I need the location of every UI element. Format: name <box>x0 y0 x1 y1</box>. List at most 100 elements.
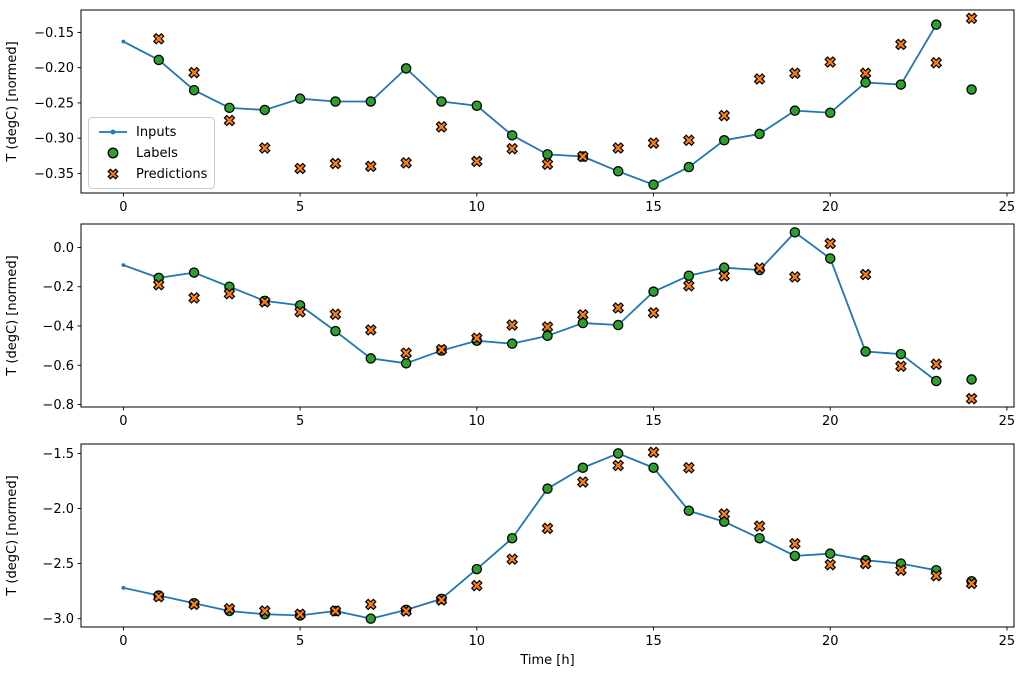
subplot-2: 0.0 −0.2 −0.4 −0.6 −0.8 0 5 10 15 20 25 T (degC) [n… <box>5 223 1016 429</box>
prediction-marker <box>541 321 554 333</box>
x-tick-label: 5 <box>296 634 304 649</box>
prediction-marker <box>682 279 695 292</box>
label-marker <box>931 19 942 30</box>
y-tick-label: −0.25 <box>34 96 74 111</box>
legend-label-predictions: Predictions <box>136 166 208 182</box>
labels-circle-icon <box>96 146 130 160</box>
label-marker <box>224 102 235 114</box>
label-marker <box>824 253 836 264</box>
x-tick-label: 15 <box>645 634 662 649</box>
prediction-marker <box>612 142 625 154</box>
prediction-marker <box>647 137 660 149</box>
predictions-x-icon <box>96 167 130 181</box>
prediction-marker <box>789 67 801 80</box>
x-tick-label: 0 <box>119 414 127 429</box>
prediction-marker <box>152 32 165 45</box>
prediction-marker <box>647 306 660 319</box>
prediction-marker <box>859 67 872 80</box>
label-marker <box>365 353 377 364</box>
legend-item-labels: Labels <box>96 144 206 162</box>
y-axis-label: T (degC) [normed] <box>5 41 20 162</box>
label-marker <box>612 166 624 177</box>
legend-item-predictions: Predictions <box>96 165 208 183</box>
prediction-marker <box>930 358 943 371</box>
y-tick-label: −2.0 <box>42 502 74 517</box>
label-marker <box>542 483 553 494</box>
y-axis-label: T (degC) [normed] <box>5 255 20 376</box>
prediction-marker <box>223 114 236 127</box>
prediction-marker <box>364 598 377 611</box>
subplot-3: −1.5 −2.0 −2.5 −3.0 0 5 10 15 20 25 T (degC) [norm… <box>5 443 1016 668</box>
prediction-marker <box>753 520 766 533</box>
prediction-marker <box>718 508 731 520</box>
prediction-marker <box>753 262 766 274</box>
prediction-marker <box>647 446 660 459</box>
prediction-marker <box>576 308 589 321</box>
label-marker <box>612 319 624 331</box>
label-marker <box>542 149 553 160</box>
legend: Inputs Labels Predictions <box>88 117 215 189</box>
label-marker <box>577 462 589 473</box>
label-marker <box>577 317 589 329</box>
prediction-marker <box>965 392 978 405</box>
label-marker <box>365 613 377 624</box>
label-marker <box>824 548 836 559</box>
x-tick-label: 25 <box>999 634 1016 649</box>
label-marker <box>718 262 730 273</box>
x-tick-label: 5 <box>296 414 304 429</box>
prediction-marker <box>789 271 801 283</box>
prediction-marker <box>930 56 943 69</box>
inputs-line <box>123 452 937 620</box>
prediction-marker <box>576 476 589 488</box>
y-tick-label: −0.30 <box>34 132 74 147</box>
label-marker <box>365 96 377 107</box>
prediction-marker <box>506 553 519 566</box>
x-tick-label: 20 <box>822 200 839 215</box>
inputs-line <box>122 24 938 186</box>
y-tick-label: −0.15 <box>34 26 74 41</box>
y-tick-label: −3.0 <box>42 612 74 627</box>
prediction-marker <box>223 287 236 300</box>
axes-frame <box>80 443 1015 628</box>
inputs-point <box>121 585 126 590</box>
x-tick-label: 25 <box>999 414 1016 429</box>
label-marker <box>718 135 730 146</box>
label-marker <box>895 348 907 360</box>
prediction-marker <box>506 142 519 155</box>
prediction-marker <box>435 343 448 356</box>
legend-item-inputs: Inputs <box>96 123 206 141</box>
x-tick-label: 5 <box>296 200 304 215</box>
inputs-point <box>121 39 126 44</box>
y-tick-label: −0.20 <box>34 61 74 76</box>
label-marker <box>789 105 801 116</box>
prediction-marker <box>400 347 413 359</box>
prediction-marker <box>824 558 837 571</box>
prediction-marker <box>965 12 978 25</box>
prediction-marker <box>400 605 413 617</box>
y-tick-label: −0.2 <box>42 280 74 295</box>
prediction-marker <box>753 73 766 85</box>
prediction-marker <box>682 134 695 147</box>
prediction-marker <box>329 605 342 617</box>
label-marker <box>789 550 801 562</box>
prediction-marker <box>859 557 872 570</box>
label-marker <box>683 270 695 281</box>
axes-frame <box>80 223 1015 408</box>
label-marker <box>330 96 341 107</box>
label-marker <box>824 107 836 119</box>
inputs-point <box>121 263 126 268</box>
label-marker <box>506 130 518 141</box>
prediction-marker <box>400 156 413 169</box>
y-tick-label: −0.8 <box>42 398 74 413</box>
prediction-marker <box>364 324 377 336</box>
y-axis-label: T (degC) [normed] <box>5 475 20 596</box>
label-marker <box>506 338 518 349</box>
label-marker <box>754 128 765 140</box>
prediction-marker <box>470 155 483 168</box>
prediction-marker <box>152 278 165 291</box>
y-tick-label: 0.0 <box>53 241 74 256</box>
x-tick-label: 15 <box>645 414 662 429</box>
label-marker <box>188 267 200 278</box>
label-marker <box>471 100 483 111</box>
